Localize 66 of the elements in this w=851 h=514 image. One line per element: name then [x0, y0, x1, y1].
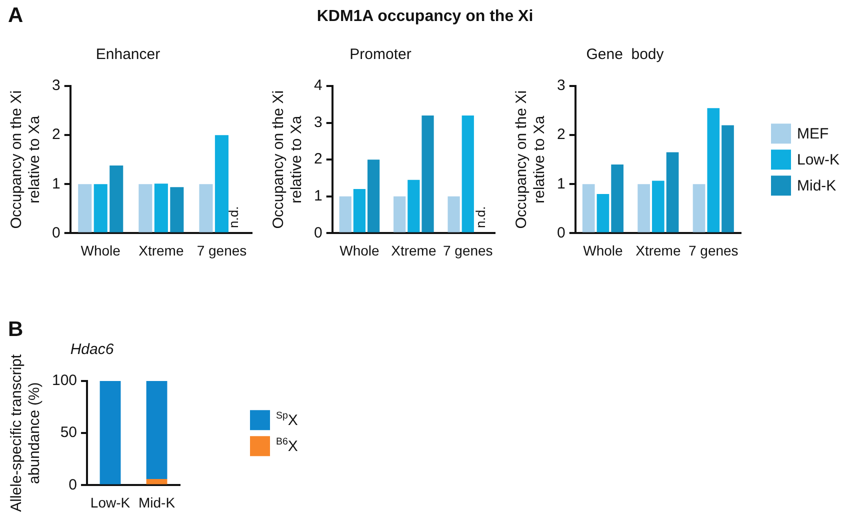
legend-label: MEF	[797, 126, 829, 143]
y-axis-title: Allele-specific transcript abundance (%)	[8, 353, 44, 512]
y-tick-label: 2	[52, 126, 60, 144]
bar	[110, 165, 124, 232]
y-tick-label: 4	[314, 77, 322, 94]
bar	[353, 189, 366, 232]
bar	[214, 135, 228, 232]
bar	[199, 184, 213, 232]
bar	[170, 187, 184, 232]
y-tick-label: 1	[557, 175, 566, 192]
chart-title: Gene body	[586, 46, 664, 64]
chart-title: Hdac6	[70, 341, 114, 358]
y-tick-label: 0	[68, 476, 78, 494]
bar	[652, 180, 664, 232]
annotation: n.d.	[226, 206, 241, 228]
y-tick-label: 3	[52, 77, 60, 94]
bar	[666, 152, 679, 232]
bar	[722, 125, 734, 232]
text: B	[8, 318, 24, 342]
text: A	[8, 4, 24, 28]
x-tick-label: Whole	[80, 242, 121, 258]
x-tick-label: Whole	[340, 242, 380, 258]
y-tick-label: 3	[314, 114, 322, 131]
chart-title: Enhancer	[96, 46, 160, 64]
bar	[707, 108, 720, 232]
chart-title: Promoter	[350, 46, 412, 64]
bar	[394, 196, 406, 232]
bar	[339, 196, 352, 232]
bar	[408, 180, 420, 232]
y-tick-label: 1	[314, 188, 322, 205]
x-tick-label: Xtreme	[138, 242, 184, 258]
legend-label: Mid-K	[797, 178, 836, 195]
bar	[611, 164, 624, 232]
bar	[596, 194, 610, 232]
y-tick-label: 2	[314, 150, 322, 168]
y-axis-title: Occupancy on the Xi relative to Xa	[8, 90, 44, 229]
bar	[138, 184, 152, 232]
bar	[638, 184, 650, 232]
bar	[448, 196, 460, 232]
text: KDM1A occupancy on the Xi	[316, 8, 534, 26]
x-tick-label: 7 genes	[688, 242, 738, 258]
bar	[422, 115, 434, 232]
y-tick-label: 100	[52, 372, 78, 390]
y-tick-label: 50	[60, 424, 78, 442]
x-tick-label: Xtreme	[391, 242, 436, 258]
y-axis-title: Occupancy on the Xi relative to Xa	[513, 90, 548, 229]
bar	[78, 184, 92, 232]
bar	[367, 160, 380, 232]
x-tick-label: Xtreme	[636, 242, 681, 258]
y-tick-label: 2	[557, 126, 566, 144]
y-tick-label: 3	[557, 77, 566, 94]
bar	[94, 184, 108, 232]
annotation: n.d.	[473, 206, 488, 228]
y-tick-label: 0	[557, 224, 566, 242]
bar	[154, 184, 168, 232]
x-tick-label: 7 genes	[442, 242, 493, 258]
bar	[582, 184, 595, 232]
y-axis-title: Occupancy on the Xi relative to Xa	[270, 90, 306, 229]
x-tick-label: Whole	[583, 242, 624, 258]
bar	[692, 184, 706, 232]
bar	[462, 115, 474, 232]
legend-label: Low-K	[797, 152, 840, 169]
y-tick-label: 1	[52, 175, 60, 192]
y-tick-label: 0	[52, 224, 60, 242]
y-tick-label: 0	[314, 224, 322, 242]
x-tick-label: 7 genes	[196, 242, 247, 258]
